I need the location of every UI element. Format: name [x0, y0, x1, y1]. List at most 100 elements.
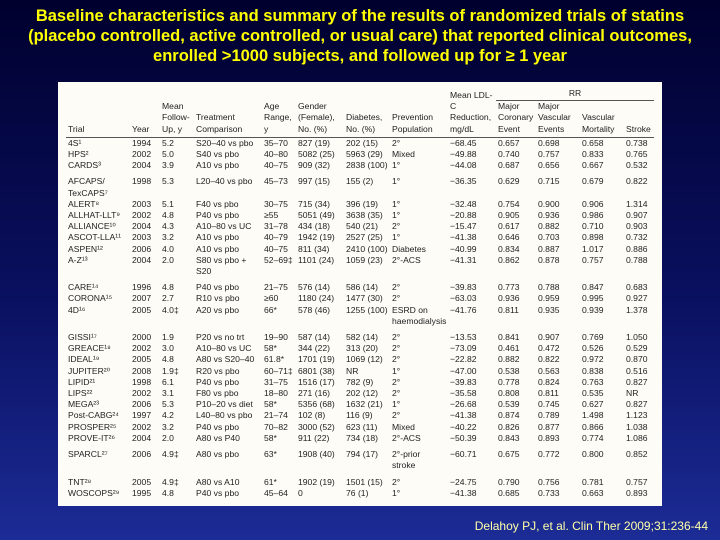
- table-cell: 0.907: [538, 332, 560, 343]
- table-cell: 0.886: [626, 243, 648, 254]
- table-cell: −26.68: [450, 399, 477, 410]
- table-cell: 70–82: [264, 421, 288, 432]
- table-row: MEGA²³ 2006 5.3 P10–20 vs diet 58* 5356 (68) 1…: [66, 399, 654, 410]
- table-cell: 1°: [392, 365, 401, 376]
- table-cell: 623 (11): [346, 421, 378, 432]
- table-cell: 0.539: [498, 399, 520, 410]
- table-cell: F40 vs pbo: [196, 198, 239, 209]
- table-cell: 116 (9): [346, 410, 373, 421]
- table-cell: 2006: [132, 399, 152, 410]
- table-cell: 0.773: [498, 282, 520, 293]
- table-cell: 2002: [132, 343, 152, 354]
- table-cell: −40.22: [450, 421, 477, 432]
- table-cell: 2410 (100): [346, 243, 388, 254]
- table-cell: L40–80 vs pbo: [196, 410, 253, 421]
- column-header: Mean Follow-Up, y: [160, 88, 194, 138]
- table-cell: 0.935: [538, 304, 560, 315]
- table-cell: 1°: [392, 198, 401, 209]
- table-cell: A80 vs A10: [196, 476, 240, 487]
- table-cell: 782 (9): [346, 376, 374, 387]
- table-cell: NR: [346, 365, 359, 376]
- table-cell: 0.800: [582, 449, 604, 460]
- table-cell: A80 vs P40: [196, 432, 240, 443]
- table-cell: 2002: [132, 149, 152, 160]
- table-cell: P40 vs pbo: [196, 421, 239, 432]
- table-cell: 2°: [392, 388, 401, 399]
- table-cell: 1255 (100): [346, 304, 388, 315]
- trials-table: Trial Year Mean Follow-Up, y Treatment Comp…: [66, 88, 655, 499]
- table-cell: 4.8: [162, 210, 174, 221]
- table-cell: −41.38: [450, 232, 477, 243]
- table-cell: 827 (19): [298, 137, 331, 148]
- table-cell: 0.822: [626, 176, 648, 187]
- table-cell: 31–75: [264, 376, 288, 387]
- table-cell: 0.882: [498, 354, 520, 365]
- table-cell: −41.76: [450, 304, 477, 315]
- table-cell: 2006: [132, 243, 152, 254]
- table-cell: 202 (15): [346, 137, 379, 148]
- table-cell: 811 (34): [298, 243, 330, 254]
- table-cell: ALLIANCE¹⁰: [68, 221, 116, 232]
- table-cell: LIPID²¹: [68, 376, 96, 387]
- table-cell: 1998: [132, 176, 152, 187]
- table-row: ALLIANCE¹⁰ 2004 4.3 A10–80 vs UC 31–78 434 (1…: [66, 221, 654, 232]
- table-cell: 5.3: [162, 399, 174, 410]
- table-cell: ALLHAT-LLT⁹: [68, 210, 121, 221]
- table-cell: 0.663: [582, 487, 604, 498]
- table-cell: 1.9: [162, 332, 174, 343]
- table-cell: 0.757: [582, 254, 604, 265]
- table-cell: 2°: [392, 282, 401, 293]
- table-cell: F80 vs pbo: [196, 388, 239, 399]
- table-cell: 5963 (29): [346, 149, 383, 160]
- table-cell: 2°: [392, 376, 401, 387]
- table-cell: 434 (18): [298, 221, 331, 232]
- table-cell: 0.532: [626, 160, 648, 171]
- table-cell: IDEAL¹⁹: [68, 354, 100, 365]
- table-cell: 0.732: [626, 232, 648, 243]
- table-cell: 31–78: [264, 221, 288, 232]
- table-cell: 58*: [264, 432, 277, 443]
- table-cell: 2.7: [162, 293, 174, 304]
- table-cell: 0.789: [538, 410, 560, 421]
- table-cell: 45–73: [264, 176, 288, 187]
- table-cell: 0.877: [538, 421, 560, 432]
- column-header: Major Coronary Event: [496, 100, 536, 138]
- table-cell: 2°: [392, 221, 401, 232]
- table-cell: 2°: [392, 354, 401, 365]
- table-cell: 0.827: [626, 399, 648, 410]
- table-cell: −41.31: [450, 254, 477, 265]
- table-cell: CARE¹⁴: [68, 282, 99, 293]
- table-cell: 1°: [392, 232, 401, 243]
- table-cell: 0.995: [582, 293, 604, 304]
- table-cell: 4.8: [162, 487, 174, 498]
- table-cell: 0.852: [626, 449, 648, 460]
- table-cell: 45–64: [264, 487, 288, 498]
- table-cell: 40–80: [264, 149, 288, 160]
- table-cell: 0.905: [498, 210, 520, 221]
- table-cell: 0.667: [582, 160, 604, 171]
- table-cell: A10–80 vs UC: [196, 221, 252, 232]
- table-cell: 715 (34): [298, 198, 331, 209]
- table-cell: −39.83: [450, 282, 477, 293]
- table-cell: 0.788: [626, 254, 648, 265]
- table-cell: 102 (8): [298, 410, 326, 421]
- table-row: A-Z¹³ 2004 2.0 S80 vs pbo + S20 52–69‡ 1101 (…: [66, 255, 654, 277]
- table-cell: 0.898: [582, 232, 604, 243]
- table-row: IDEAL¹⁹ 2005 4.8 A80 vs S20–40 61.8* 1701 (19…: [66, 354, 654, 365]
- table-cell: 2006: [132, 449, 152, 460]
- table-cell: 1701 (19): [298, 354, 335, 365]
- table-cell: 3.2: [162, 421, 174, 432]
- table-cell: 1998: [132, 376, 152, 387]
- table-row: HPS² 2002 5.0 S40 vs pbo 40–80 5082 (25) 5963 …: [66, 149, 654, 160]
- table-cell: 0.811: [538, 388, 559, 399]
- table-cell: 1.017: [582, 243, 604, 254]
- table-cell: A-Z¹³: [68, 254, 88, 265]
- table-row: ALERT⁸ 2003 5.1 F40 vs pbo 30–75 715 (34) 396 …: [66, 199, 654, 210]
- table-cell: A80 vs S20–40: [196, 354, 255, 365]
- table-cell: −35.58: [450, 388, 477, 399]
- table-cell: 5.0: [162, 149, 174, 160]
- table-cell: 0.617: [498, 221, 520, 232]
- table-cell: 1516 (17): [298, 376, 335, 387]
- table-cell: P20 vs no trt: [196, 332, 245, 343]
